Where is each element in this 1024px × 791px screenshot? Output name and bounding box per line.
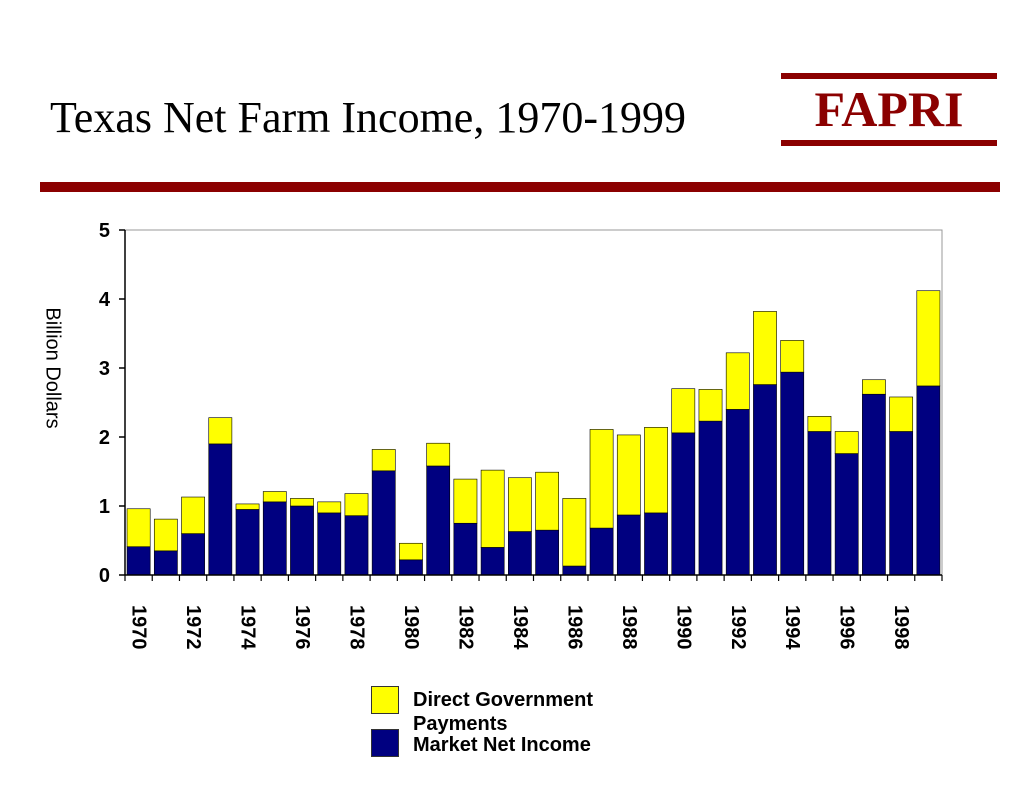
x-tick-label-1994: 1994	[781, 605, 803, 650]
bar-direct-government-payments-1973	[208, 417, 233, 445]
bar-direct-government-payments-1989	[644, 427, 668, 514]
bar-market-net-income-1998	[889, 431, 914, 576]
bar-direct-government-payments-1997	[862, 379, 886, 395]
bar-market-net-income-1984	[508, 531, 532, 576]
slide-title: Texas Net Farm Income, 1970-1999	[50, 93, 686, 142]
bar-direct-government-payments-1979	[371, 449, 396, 472]
bar-market-net-income-1972	[181, 533, 205, 576]
bar-market-net-income-1989	[644, 512, 668, 576]
bar-direct-government-payments-1992	[725, 352, 750, 410]
bars-group	[126, 290, 941, 576]
bar-market-net-income-1982	[453, 522, 478, 576]
bar-market-net-income-1994	[780, 371, 805, 576]
bar-market-net-income-1992	[725, 409, 750, 576]
x-tick-label-1982: 1982	[454, 605, 476, 650]
x-tick-label-1974: 1974	[237, 605, 259, 650]
bar-direct-government-payments-1990	[671, 388, 696, 434]
y-tick-label: 4	[99, 289, 111, 311]
y-tick-label: 0	[99, 565, 110, 587]
fapri-logo: FAPRI	[814, 81, 964, 137]
bar-direct-government-payments-1984	[508, 477, 532, 532]
logo-top-bar	[781, 73, 997, 79]
bar-market-net-income-1978	[344, 515, 369, 576]
bar-direct-government-payments-1988	[616, 434, 641, 516]
bar-direct-government-payments-1972	[181, 496, 205, 534]
bar-market-net-income-1993	[753, 384, 777, 576]
bar-direct-government-payments-1980	[399, 542, 423, 561]
x-tick-label-1984: 1984	[509, 605, 531, 650]
bar-market-net-income-1988	[616, 514, 641, 576]
legend-swatch-market-net-income	[371, 729, 399, 757]
bar-direct-government-payments-1987	[589, 429, 614, 529]
bar-market-net-income-1973	[208, 443, 233, 576]
bar-direct-government-payments-1978	[344, 493, 369, 516]
bar-direct-government-payments-1994	[780, 340, 805, 373]
bar-market-net-income-1980	[399, 559, 423, 576]
legend-label-direct-government-payments: Direct Government Payments	[413, 689, 594, 735]
bar-direct-government-payments-1970	[126, 508, 151, 548]
axes-group: 0 1 2 3 4 5 1970 1972 1974 1976 1978 1980 1982 1984 19…	[99, 220, 943, 650]
bar-direct-government-payments-1977	[317, 501, 342, 514]
x-tick-label-1976: 1976	[291, 605, 313, 650]
bar-direct-government-payments-1993	[753, 311, 777, 385]
y-tick-label: 3	[99, 358, 110, 380]
y-tick-label: 2	[99, 427, 110, 449]
bar-direct-government-payments-1996	[834, 431, 859, 454]
bar-market-net-income-1985	[535, 529, 559, 576]
bar-market-net-income-1974	[235, 509, 260, 576]
legend-swatch-direct-government-payments	[371, 686, 399, 714]
bar-market-net-income-1995	[807, 431, 832, 576]
x-tick-label-1970: 1970	[128, 605, 150, 650]
legend-label-market-net-income: Market Net Income	[413, 734, 591, 756]
bar-direct-government-payments-1986	[562, 498, 587, 567]
x-tick-label-1992: 1992	[727, 605, 749, 650]
x-tick-label-1972: 1972	[182, 605, 204, 650]
y-tick-label: 1	[99, 496, 110, 518]
bar-direct-government-payments-1999	[916, 290, 941, 387]
x-tick-label-1988: 1988	[618, 605, 640, 650]
bar-market-net-income-1970	[126, 546, 151, 576]
bar-market-net-income-1979	[371, 470, 396, 576]
x-tick-label-1998: 1998	[890, 605, 912, 650]
title-divider	[40, 182, 1000, 192]
bar-market-net-income-1997	[862, 393, 886, 576]
bar-direct-government-payments-1985	[535, 471, 559, 531]
x-tick-label-1986: 1986	[563, 605, 585, 650]
bar-market-net-income-1971	[153, 550, 178, 576]
bar-direct-government-payments-1974	[235, 503, 260, 510]
bar-market-net-income-1999	[916, 385, 941, 576]
logo-bottom-bar	[781, 140, 997, 146]
y-tick-label: 5	[99, 220, 110, 242]
bar-market-net-income-1996	[834, 453, 859, 576]
bar-direct-government-payments-1995	[807, 415, 832, 432]
x-tick-label-1996: 1996	[836, 605, 858, 650]
bar-market-net-income-1986	[562, 565, 587, 576]
bar-market-net-income-1987	[589, 527, 614, 576]
bar-direct-government-payments-1991	[698, 389, 723, 422]
bar-market-net-income-1981	[426, 465, 451, 576]
bar-direct-government-payments-1981	[426, 442, 451, 467]
bar-direct-government-payments-1971	[153, 518, 178, 552]
x-tick-label-1980: 1980	[400, 605, 422, 650]
bar-market-net-income-1990	[671, 432, 696, 576]
bar-direct-government-payments-1975	[262, 491, 287, 503]
x-tick-label-1990: 1990	[672, 605, 694, 650]
bar-direct-government-payments-1982	[453, 478, 478, 524]
bar-direct-government-payments-1998	[889, 396, 914, 432]
bar-market-net-income-1977	[317, 512, 342, 576]
x-tick-label-1978: 1978	[345, 605, 367, 650]
bar-market-net-income-1975	[262, 501, 287, 576]
bar-market-net-income-1983	[480, 547, 505, 576]
bar-direct-government-payments-1976	[290, 498, 314, 507]
bar-market-net-income-1976	[290, 505, 314, 576]
bar-market-net-income-1991	[698, 420, 723, 576]
bar-direct-government-payments-1983	[480, 469, 505, 548]
